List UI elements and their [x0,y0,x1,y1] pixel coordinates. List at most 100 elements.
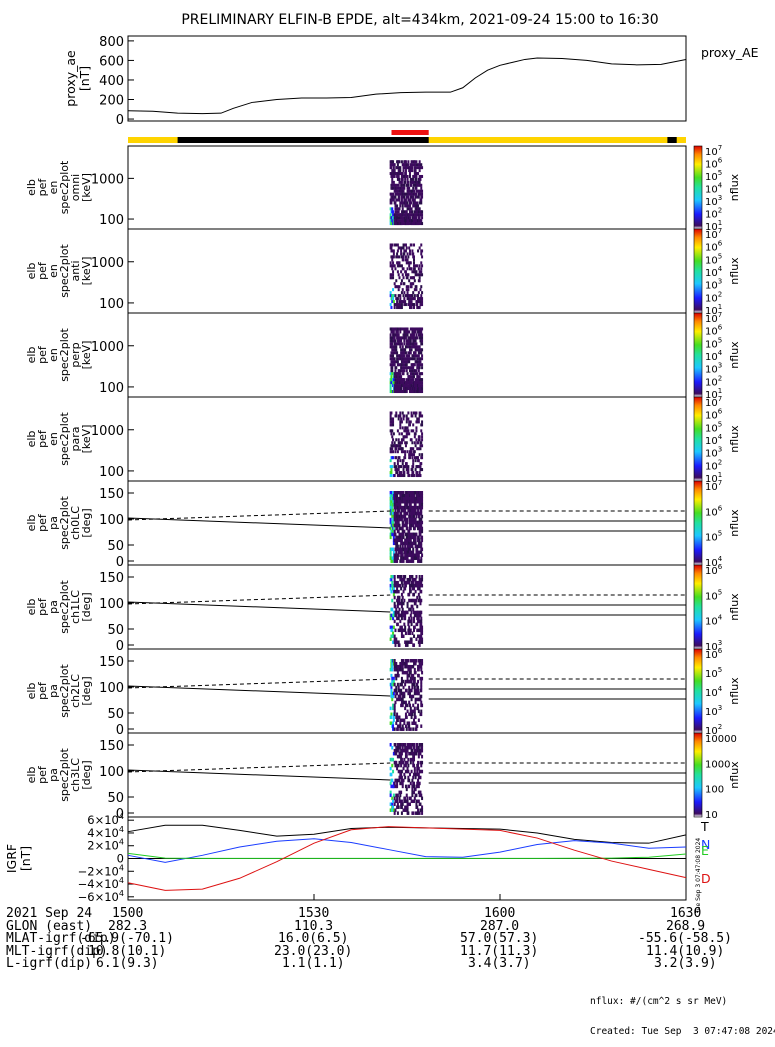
anti-ytick-label: 1000 [91,256,124,271]
ch0LC-data-cell [409,496,412,501]
ch0LC-data-cell [393,514,396,519]
para-data-cell [412,465,415,469]
perp-data-cell [389,354,392,358]
ch2LC-data-cell [416,682,419,687]
ch2LC-data-cell [391,682,394,687]
ch2LC-data-cell [390,721,393,725]
omni-ylabel: omni [69,174,82,201]
ch3LC-data-cell [411,784,414,789]
para-data-cell [412,447,415,451]
igrf-ytick-label: 4×104 [87,825,124,840]
anti-data-cell [407,303,410,307]
anti-data-cell [408,300,411,304]
perp-data-cell [412,378,415,382]
omni-data-cell [394,207,397,211]
ch0LC-data-cell [399,559,402,563]
ch2LC-data-cell [390,659,393,663]
para-ylabel: [keV] [80,425,93,454]
anti-data-cell [413,264,416,268]
anti-data-cell [413,255,416,259]
ch2LC-data-cell [395,685,398,690]
ch0LC-data-cell [397,517,400,522]
footer-row-value: -55.6(-58.5) [638,931,732,947]
ch1LC-data-cell [389,586,392,591]
ch1LC-data-cell [402,610,405,615]
ch1LC-data-cell [415,598,418,603]
ch3LC-data-cell [414,811,417,815]
ch3LC-data-cell [400,763,403,768]
ch2LC-data-cell [414,697,417,702]
anti-data-cell [421,264,424,268]
ch0LC-data-cell [393,529,396,534]
ch2LC-data-cell [420,694,423,699]
ch2LC-data-cell [396,691,399,696]
ch1LC-ylabel: elb [25,599,38,616]
ch2LC-data-cell [401,667,404,672]
anti-data-cell [417,267,420,271]
igrf-line-E [127,852,687,859]
ch2LC-data-cell [402,727,405,731]
anti-data-cell [421,249,424,253]
ch0LC-data-cell [400,553,403,557]
ch3LC-colorbar-tick: 1000 [705,759,730,770]
ch0LC-data-cell [407,538,410,543]
para-data-cell [394,450,397,454]
anti-data-cell [399,294,402,298]
ch3LC-data-cell [391,802,394,806]
ch1LC-data-cell [413,616,416,621]
para-data-cell [397,474,400,478]
anti-data-cell [392,261,395,265]
omni-data-cell [392,198,395,202]
ch0LC-data-cell [411,508,414,513]
para-data-cell [421,456,424,460]
ch0LC-data-cell [400,505,403,510]
ch2LC-data-cell [389,667,392,672]
ch3LC-data-cell [417,745,420,750]
ae-ytick-label: 600 [99,54,124,69]
para-data-cell [420,441,423,445]
ch0LC-data-cell [421,491,424,495]
ch3LC-data-cell [421,745,424,750]
omni-data-cell [395,189,398,193]
ch2LC-data-cell [391,661,394,666]
ch2LC-data-cell [408,727,411,731]
ch3LC-data-cell [416,784,419,789]
perp-data-cell [415,333,418,337]
omni-data-cell [396,186,399,190]
ch0LC-data-cell [413,511,416,516]
perp-data-cell [402,327,405,331]
ch1LC-data-cell [413,592,416,597]
ch1LC-data-cell [419,583,422,588]
ch2LC-data-cell [398,688,401,693]
ch0LC-data-cell [402,493,405,498]
ch2LC-data-cell [420,685,423,690]
perp-data-cell [400,348,403,352]
para-colorbar-scale [693,396,703,482]
para-data-cell [405,417,408,421]
para-data-cell [393,462,396,466]
ch0LC-data-cell [404,544,407,549]
ch3LC-data-cell [421,769,424,774]
ch0LC-data-cell [397,535,400,540]
ch0LC-data-cell [421,547,424,552]
ch1LC-data-cell [396,616,399,621]
perp-data-cell [400,387,403,391]
omni-data-cell [398,198,401,202]
ch0LC-data-cell [397,547,400,552]
ch3LC-data-cell [407,802,410,806]
ch2LC-data-cell [396,715,399,720]
omni-data-cell [406,174,409,178]
ch1LC-data-cell [418,586,421,591]
igrf-ytick-label: −4×104 [78,876,124,891]
ch2LC-data-cell [409,709,412,714]
ch0LC-ytick-label: 150 [99,487,124,502]
perp-data-cell [417,354,420,358]
perp-data-cell [400,375,403,379]
ch2LC-data-cell [393,703,396,708]
ch1LC-data-cell [417,616,420,621]
ch0LC-data-cell [417,538,420,543]
para-data-cell [397,447,400,451]
para-ytick-label: 100 [99,465,124,480]
ch1LC-data-cell [396,622,399,627]
perp-data-cell [421,384,424,388]
